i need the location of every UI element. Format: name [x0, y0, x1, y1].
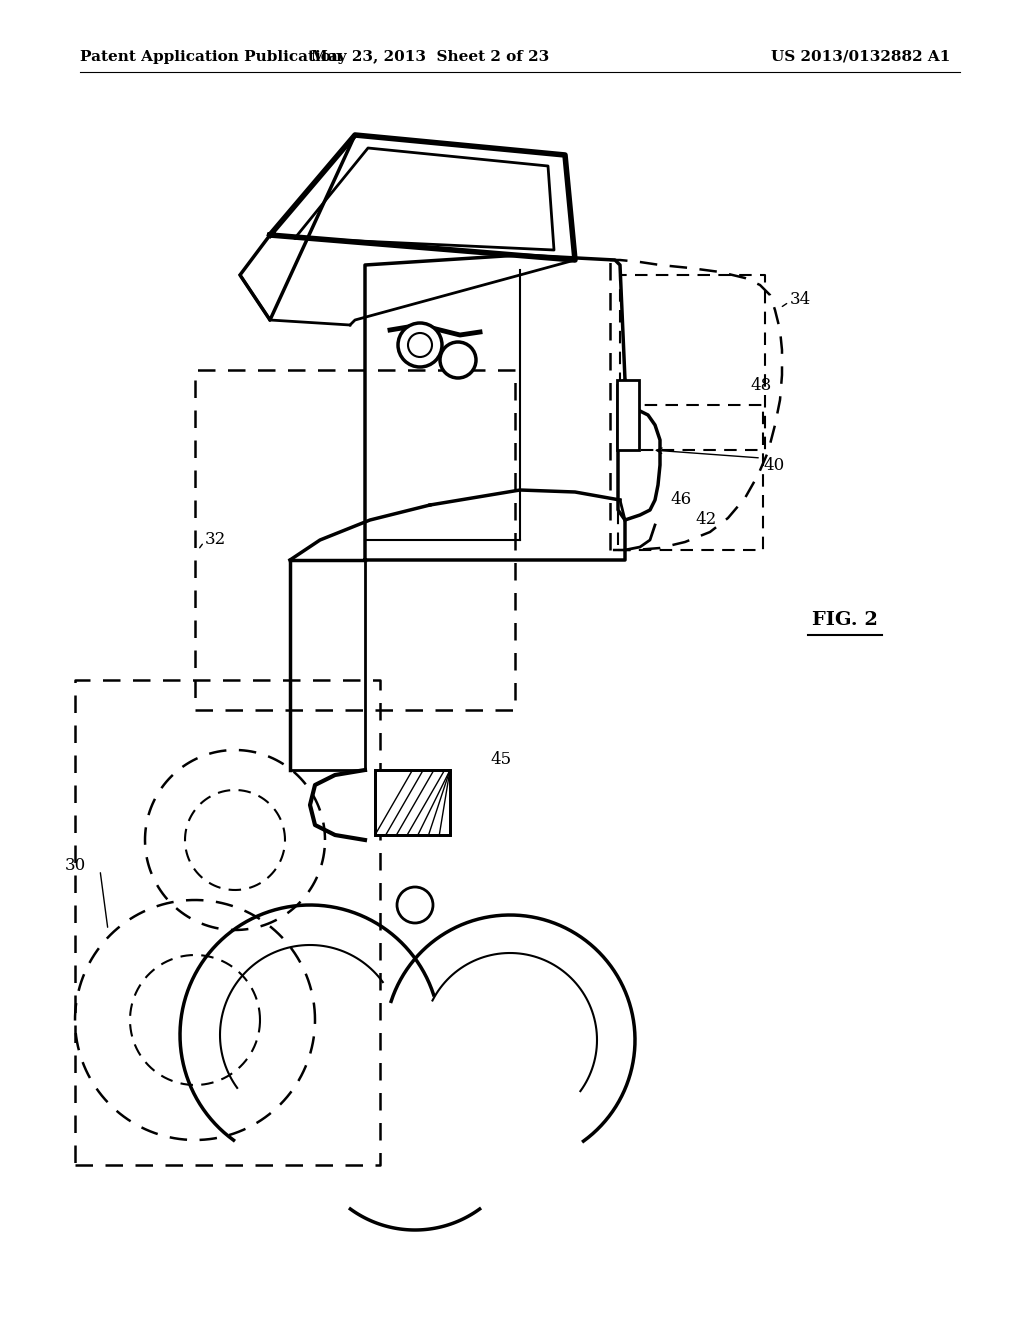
Text: FIG. 2: FIG. 2 [812, 611, 878, 630]
Text: 30: 30 [65, 857, 86, 874]
Text: Patent Application Publication: Patent Application Publication [80, 50, 342, 63]
Bar [375, 770, 450, 836]
Bar [375, 770, 450, 836]
Circle shape [408, 333, 432, 356]
Text: 40: 40 [763, 457, 784, 474]
Bar [617, 380, 639, 450]
Circle shape [397, 887, 433, 923]
Text: 32: 32 [205, 532, 226, 549]
Text: 45: 45 [490, 751, 511, 768]
Text: US 2013/0132882 A1: US 2013/0132882 A1 [771, 50, 950, 63]
Text: May 23, 2013  Sheet 2 of 23: May 23, 2013 Sheet 2 of 23 [311, 50, 549, 63]
Text: 34: 34 [790, 292, 811, 309]
Text: 48: 48 [750, 376, 771, 393]
Circle shape [398, 323, 442, 367]
Circle shape [440, 342, 476, 378]
Text: 46: 46 [670, 491, 691, 508]
Text: 42: 42 [695, 511, 716, 528]
